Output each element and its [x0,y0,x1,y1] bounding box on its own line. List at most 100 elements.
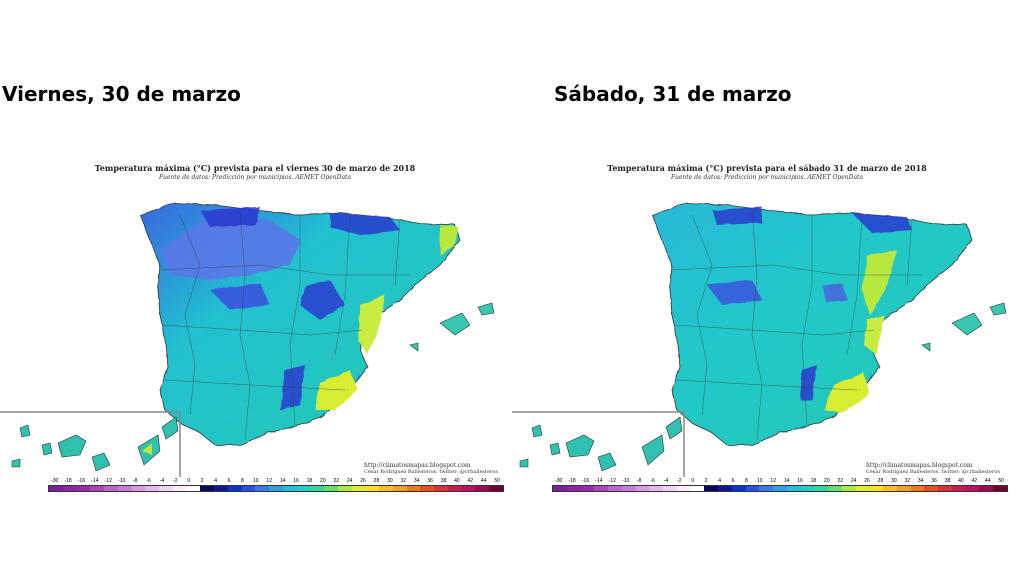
legend-tick-label: -10 [622,478,630,484]
legend-color-swatch [896,486,911,491]
legend-color-swatch [635,486,650,491]
legend-tick-label: 38 [944,478,951,484]
legend-color-swatch [227,486,242,491]
day-heading-friday: Viernes, 30 de marzo [2,82,241,106]
legend-tick-label: 20 [824,478,830,484]
legend-color-swatch [594,486,608,491]
legend-color-swatch [745,486,760,491]
legend-color-swatch [379,486,393,491]
credit-author: César Rodríguez Ballesteros. twitter: @c… [866,469,1000,475]
canary-inset-frame [512,411,685,477]
legend-tick-label: 16 [293,478,299,484]
legend-color-swatch [759,486,773,491]
legend-color-swatch [489,486,503,491]
legend-color-swatch [924,486,938,491]
legend-color-swatch [883,486,897,491]
legend-color-swatch [663,486,677,491]
legend-color-swatch [800,486,815,491]
legend-tick-label: 30 [891,478,897,484]
legend-tick-label: 34 [917,478,924,484]
legend-color-swatch [580,486,595,491]
credit-author: César Rodríguez Ballesteros. twitter: @c… [364,469,498,475]
legend-tick-label: 18 [306,478,313,484]
legend-tick-label: -2 [173,478,178,484]
map-subtitle: Fuente de datos: Predicción por municipi… [158,174,352,181]
map-title: Temperatura máxima (°C) prevista para el… [607,163,927,173]
legend-tick-label: 14 [279,478,286,484]
map-subtitle: Fuente de datos: Predicción por municipi… [670,174,864,181]
legend-color-swatch [649,486,663,491]
legend-color-swatch [324,486,338,491]
legend-tick-label: 26 [360,478,366,484]
map-title: Temperatura máxima (°C) prevista para el… [94,163,416,173]
legend-tick-label: 4 [214,478,217,484]
legend-tick-label: -16 [581,478,590,484]
credit-url: http://climatosmapas.blogspot.com [364,462,471,469]
legend-tick-label: -10 [118,478,126,484]
legend-color-swatch [255,486,269,491]
legend-tick-label: -6 [146,478,151,484]
legend-color-swatch [869,486,883,491]
legend-color-swatch [104,486,118,491]
legend-tick-label: -14 [595,478,603,484]
legend-color-swatch [186,486,201,491]
legend-tick-label: -18 [568,478,576,484]
legend-tick-label: 6 [731,478,735,484]
legend-color-swatch [131,486,146,491]
legend-tick-label: 38 [440,478,447,484]
balearic-islands [921,302,1007,352]
legend-tick-label: -4 [159,478,165,484]
legend-color-swatch [337,486,352,491]
legend-tick-label: 28 [373,478,380,484]
credit-url: http://climatosmapas.blogspot.com [866,462,973,469]
legend-tick-label: -4 [663,478,669,484]
legend-tick-label: 10 [253,478,259,484]
legend-color-swatch [406,486,421,491]
legend-color-swatch [365,486,379,491]
legend-tick-label: 32 [400,478,407,484]
legend-color-swatch [159,486,173,491]
legend-tick-label: 42 [467,478,474,484]
legend-color-swatch [951,486,966,491]
legend-color-swatch [434,486,448,491]
legend-color-swatch [282,486,297,491]
legend-tick-label: 2 [200,478,204,484]
legend-color-swatch [566,486,581,491]
legend-color-swatch [828,486,842,491]
legend-color-swatch [910,486,925,491]
temperature-legend: -30 -18 -16 -14 -12 -10 -8 -6 -4 -2 0 2 4 6 8 10 12 14 16 1… [48,477,504,493]
legend-tick-label: 8 [745,478,748,484]
legend-tick-label: 0 [187,478,191,484]
legend-tick-label: 2 [704,478,708,484]
legend-color-swatch [420,486,434,491]
legend-color-swatch [855,486,870,491]
legend-color-swatch [676,486,691,491]
legend-color-swatch [841,486,856,491]
legend-labels: -30 -18 -16 -14 -12 -10 -8 -6 -4 -2 0 2 4 6 8 10 12 14 16 1… [48,477,504,485]
legend-tick-label: -12 [608,478,616,484]
legend-color-swatch [979,486,993,491]
legend-labels: -30 -18 -16 -14 -12 -10 -8 -6 -4 -2 0 2 4 6 8 10 12 14 16 1… [552,477,1008,485]
canary-islands [11,416,179,472]
legend-tick-label: 44 [984,478,991,484]
legend-color-swatch [965,486,980,491]
legend-tick-label: 20 [320,478,326,484]
legend-tick-label: 22 [837,478,844,484]
legend-color-swatch [269,486,283,491]
legend-color-swatch [773,486,787,491]
temperature-map-saturday [512,202,1007,477]
legend-tick-label: 24 [346,478,353,484]
day-heading-saturday: Sábado, 31 de marzo [554,82,792,106]
legend-color-swatch [704,486,718,491]
legend-color-swatch [241,486,256,491]
legend-tick-label: 6 [227,478,231,484]
legend-tick-label: 16 [797,478,803,484]
legend-tick-label: 18 [810,478,817,484]
legend-tick-label: 36 [931,478,937,484]
legend-tick-label: -2 [677,478,682,484]
legend-color-swatch [214,486,228,491]
legend-color-swatch [49,486,63,491]
legend-color-swatch [117,486,132,491]
legend-tick-label: -6 [650,478,655,484]
legend-tick-label: 26 [864,478,870,484]
